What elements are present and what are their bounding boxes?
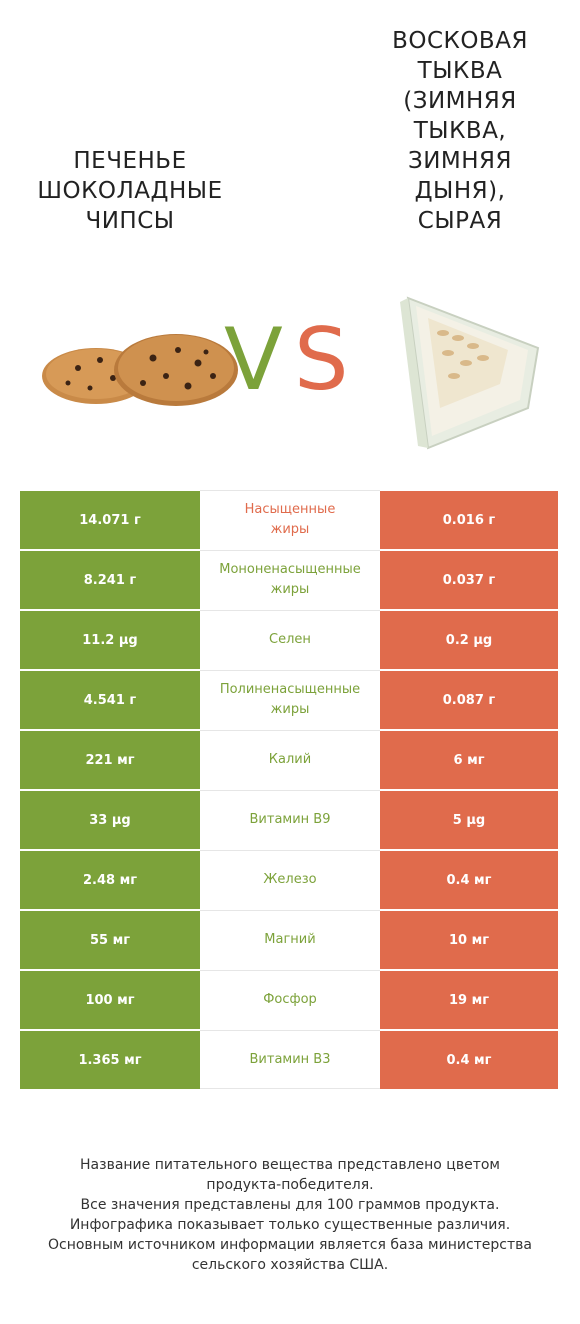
vs-label: V S bbox=[222, 315, 356, 405]
vs-s-letter: S bbox=[294, 310, 349, 410]
nutrient-name-cell: Витамин B9 bbox=[200, 790, 380, 849]
left-value-cell: 2.48 мг bbox=[20, 850, 200, 909]
food-left-title: ПЕЧЕНЬЕ ШОКОЛАДНЫЕ ЧИПСЫ bbox=[37, 148, 223, 234]
right-value-cell: 5 µg bbox=[380, 790, 558, 849]
right-value-cell: 0.4 мг bbox=[380, 1030, 558, 1089]
left-value-cell: 55 мг bbox=[20, 910, 200, 969]
table-row: 100 мг Фосфор 19 мг bbox=[20, 970, 558, 1030]
nutrient-name-cell: Железо bbox=[200, 850, 380, 909]
table-row: 1.365 мг Витамин B3 0.4 мг bbox=[20, 1030, 558, 1090]
right-value-cell: 0.016 г bbox=[380, 490, 558, 549]
nutrient-name-cell: Селен bbox=[200, 610, 380, 669]
right-value-cell: 19 мг bbox=[380, 970, 558, 1029]
nutrient-name-cell: Мононенасыщенные жиры bbox=[200, 550, 380, 609]
table-row: 55 мг Магний 10 мг bbox=[20, 910, 558, 970]
left-value-cell: 4.541 г bbox=[20, 670, 200, 729]
food-right-title: ВОСКОВАЯ ТЫКВА (ЗИМНЯЯ ТЫКВА, ЗИМНЯЯ ДЫН… bbox=[392, 28, 528, 234]
right-value-cell: 10 мг bbox=[380, 910, 558, 969]
comparison-table: 14.071 г Насыщенные жиры 0.016 г 8.241 г Мон… bbox=[20, 490, 558, 1090]
nutrient-name-cell: Фосфор bbox=[200, 970, 380, 1029]
left-value-cell: 14.071 г bbox=[20, 490, 200, 549]
cookie-image bbox=[42, 334, 238, 406]
footnote-line: сельского хозяйства США. bbox=[191, 1257, 389, 1273]
footnote-line: продукта-победителя. bbox=[206, 1177, 374, 1193]
right-value-cell: 0.087 г bbox=[380, 670, 558, 729]
left-value-cell: 33 µg bbox=[20, 790, 200, 849]
left-value-cell: 221 мг bbox=[20, 730, 200, 789]
footnote: Название питательного вещества представл… bbox=[20, 1155, 560, 1275]
footnote-line: Основным источником информации является … bbox=[48, 1237, 532, 1253]
nutrient-name-cell: Полиненасыщенные жиры bbox=[200, 670, 380, 729]
winter-melon-image bbox=[400, 296, 540, 450]
nutrient-name-cell: Калий bbox=[200, 730, 380, 789]
right-value-cell: 0.4 мг bbox=[380, 850, 558, 909]
footnote-line: Название питательного вещества представл… bbox=[80, 1157, 500, 1173]
left-value-cell: 100 мг bbox=[20, 970, 200, 1029]
vs-v-letter: V bbox=[224, 310, 283, 410]
table-row: 14.071 г Насыщенные жиры 0.016 г bbox=[20, 490, 558, 550]
footnote-line: Все значения представлены для 100 граммо… bbox=[80, 1197, 500, 1213]
nutrient-name-cell: Витамин B3 bbox=[200, 1030, 380, 1089]
nutrient-name-cell: Магний bbox=[200, 910, 380, 969]
right-value-cell: 0.037 г bbox=[380, 550, 558, 609]
table-row: 221 мг Калий 6 мг bbox=[20, 730, 558, 790]
table-row: 4.541 г Полиненасыщенные жиры 0.087 г bbox=[20, 670, 558, 730]
left-value-cell: 8.241 г bbox=[20, 550, 200, 609]
table-row: 11.2 µg Селен 0.2 µg bbox=[20, 610, 558, 670]
left-value-cell: 11.2 µg bbox=[20, 610, 200, 669]
footnote-line: Инфографика показывает только существенн… bbox=[69, 1217, 511, 1233]
table-row: 33 µg Витамин B9 5 µg bbox=[20, 790, 558, 850]
left-value-cell: 1.365 мг bbox=[20, 1030, 200, 1089]
table-row: 8.241 г Мононенасыщенные жиры 0.037 г bbox=[20, 550, 558, 610]
nutrient-name-cell: Насыщенные жиры bbox=[200, 490, 380, 549]
right-value-cell: 6 мг bbox=[380, 730, 558, 789]
right-value-cell: 0.2 µg bbox=[380, 610, 558, 669]
table-row: 2.48 мг Железо 0.4 мг bbox=[20, 850, 558, 910]
